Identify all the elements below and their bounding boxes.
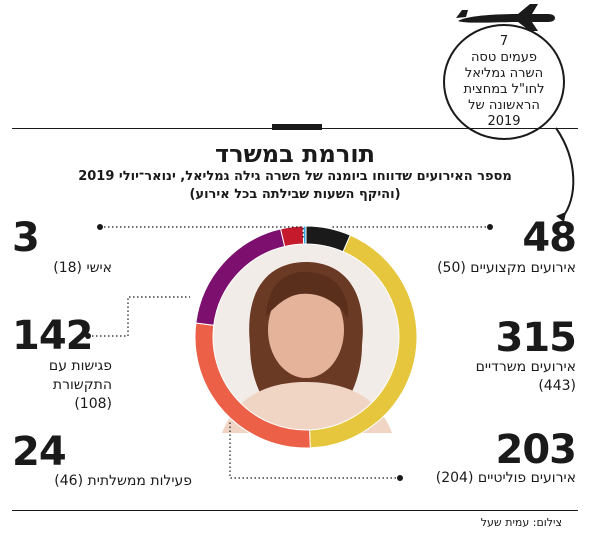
value-media: 142 — [12, 313, 93, 359]
donut-slice-4 — [280, 225, 305, 248]
leader-dot — [97, 224, 103, 230]
label-government-text: פעילות ממשלתית — [87, 473, 193, 489]
label-government: פעילות ממשלתית (46) — [12, 472, 192, 491]
label-professional: אירועים מקצועיים (50) — [396, 259, 576, 278]
label-personal-text: אישי — [86, 260, 112, 276]
callout-line: לחו"ל במחצית — [463, 82, 545, 97]
label-political: אירועים פוליטיים (204) — [386, 469, 576, 488]
label-political-text: אירועים פוליטיים — [477, 470, 576, 486]
hours-political: (204) — [435, 470, 474, 486]
hours-professional: (50) — [437, 260, 466, 276]
donut-slice-5 — [302, 225, 307, 245]
value-office: 315 — [495, 315, 577, 361]
leader-dot — [85, 333, 91, 339]
footer-rule — [12, 510, 578, 511]
label-personal: אישי (18) — [12, 259, 112, 278]
header-accent-bar — [272, 124, 322, 130]
airplane-icon — [456, 4, 555, 31]
subtitle-line: (והיקף השעות שבילתה בכל אירוע) — [189, 187, 401, 202]
callout-line: 7 — [499, 34, 509, 49]
label-professional-text: אירועים מקצועיים — [470, 260, 576, 276]
hours-media: (108) — [74, 396, 112, 412]
value-personal: 3 — [12, 215, 40, 261]
callout-line: השרה גמליאל — [464, 66, 544, 81]
label-office: אירועים משרדיים (443) — [426, 358, 576, 396]
label-media: פגישות עם התקשורת (108) — [12, 357, 112, 414]
callout-line: הראשונה של — [468, 98, 540, 113]
hours-personal: (18) — [53, 260, 82, 276]
leader-dot — [487, 224, 493, 230]
label-office-text: אירועים משרדיים — [475, 359, 576, 375]
callout-arrow — [555, 127, 575, 219]
label-media-text: פגישות עם התקשורת — [48, 358, 112, 393]
hours-office: (443) — [538, 378, 576, 394]
value-political: 203 — [495, 427, 577, 473]
callout-arrowhead — [556, 212, 566, 222]
minister-portrait — [210, 241, 402, 433]
donut-ring — [194, 225, 418, 449]
flights-callout: 7 פעמים טסה השרה גמליאל לחו"ל במחצית הרא… — [443, 24, 565, 140]
leader-line-media — [88, 296, 190, 337]
callout-line: 2019 — [487, 114, 521, 129]
subtitle-line: מספר האירועים שדווחו ביומנה של השרה גילה… — [78, 169, 512, 184]
callout-line: פעמים טסה — [470, 50, 538, 65]
value-professional: 48 — [522, 215, 577, 261]
leader-line-political — [229, 420, 400, 479]
hours-government: (46) — [54, 473, 84, 489]
leader-dot — [397, 475, 403, 481]
chart-subtitle: מספר האירועים שדווחו ביומנה של השרה גילה… — [20, 168, 570, 204]
chart-title: תורמת במשרד — [215, 140, 375, 168]
photo-credit: צילום: עמית שעל — [480, 516, 562, 529]
value-government: 24 — [12, 429, 67, 475]
